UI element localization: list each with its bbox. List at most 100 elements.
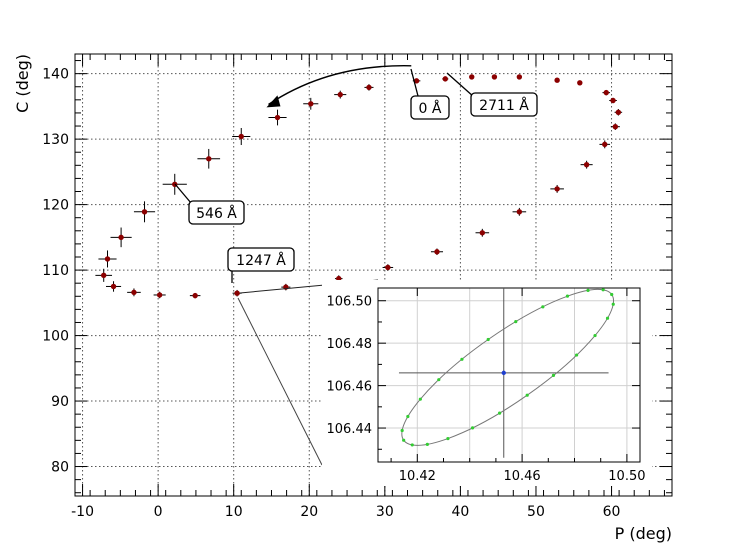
point-marker bbox=[583, 161, 590, 168]
main-axes: -10 0 10 20 30 40 50 60 80 90 100 110 120 130 140 bbox=[42, 54, 672, 520]
annotation-leader bbox=[410, 68, 419, 97]
point-marker bbox=[469, 74, 475, 80]
annotation-3: 1247 Å bbox=[227, 247, 295, 283]
x-tick-label: 50 bbox=[527, 504, 545, 520]
data-point bbox=[550, 184, 564, 193]
y-tick-label: 100 bbox=[42, 329, 69, 345]
data-point bbox=[610, 123, 620, 130]
data-point bbox=[602, 89, 611, 96]
annotation-label: 0 Å bbox=[419, 100, 442, 117]
inset-sample-point bbox=[574, 353, 579, 357]
data-point bbox=[197, 148, 221, 169]
inset-x-tick-label: 10.46 bbox=[503, 469, 540, 484]
data-point bbox=[334, 90, 347, 99]
inset-sample-point bbox=[541, 305, 545, 309]
data-point bbox=[303, 97, 319, 110]
point-marker bbox=[110, 283, 117, 290]
y-axis-title: C (deg) bbox=[13, 54, 32, 113]
data-point bbox=[110, 227, 132, 248]
main-points bbox=[95, 74, 623, 299]
annotation-0: 0 Å bbox=[410, 68, 450, 120]
annotation-label: 2711 Å bbox=[479, 97, 529, 114]
data-point bbox=[554, 77, 560, 83]
inset-sample-point bbox=[437, 378, 441, 382]
point-marker bbox=[442, 76, 448, 82]
inset-sample-point bbox=[406, 414, 410, 419]
x-tick-label: 10 bbox=[225, 504, 243, 520]
point-marker bbox=[615, 109, 622, 115]
inset-sample-point bbox=[470, 426, 475, 430]
data-point bbox=[95, 268, 113, 282]
data-point bbox=[133, 201, 156, 223]
data-point bbox=[364, 84, 374, 91]
annotation-leader bbox=[446, 72, 475, 98]
inset-background bbox=[322, 280, 652, 486]
point-marker bbox=[554, 77, 560, 83]
inset-x-tick-label: 10.50 bbox=[608, 469, 645, 484]
inset-frame bbox=[377, 287, 641, 463]
point-marker bbox=[413, 78, 420, 84]
data-point bbox=[512, 207, 527, 216]
inset-y-tick-label: 106.50 bbox=[327, 295, 373, 310]
point-marker bbox=[104, 256, 111, 262]
point-marker bbox=[603, 89, 609, 96]
inset-y-tick-label: 106.46 bbox=[327, 380, 373, 395]
point-marker bbox=[491, 74, 498, 80]
inset-sample-point bbox=[498, 411, 502, 415]
data-point bbox=[609, 97, 617, 104]
inset-sample-point bbox=[400, 428, 404, 433]
annotation-box bbox=[188, 200, 245, 225]
x-tick-label: 30 bbox=[376, 504, 394, 520]
y-tick-label: 110 bbox=[42, 263, 69, 279]
x-tick-label: 40 bbox=[451, 504, 469, 520]
x-tick-label: 60 bbox=[603, 504, 621, 520]
main-annotations: 0 Å 2711 Å 546 Å 1247 Å bbox=[174, 65, 538, 283]
annotation-box bbox=[227, 247, 295, 272]
annotation-1: 2711 Å bbox=[446, 72, 538, 117]
data-point bbox=[442, 76, 449, 82]
annotation-label: 1247 Å bbox=[236, 252, 286, 269]
x-tick-label: -10 bbox=[71, 504, 94, 520]
data-point bbox=[577, 80, 583, 86]
data-point bbox=[430, 248, 444, 256]
point-marker bbox=[192, 292, 198, 299]
y-tick-label: 120 bbox=[42, 198, 69, 214]
point-marker bbox=[385, 264, 391, 271]
inset-center-point bbox=[501, 370, 506, 376]
point-marker bbox=[434, 249, 440, 255]
inset-sample-point bbox=[610, 292, 614, 297]
inset-sample-point bbox=[605, 316, 610, 320]
point-marker bbox=[479, 230, 486, 236]
point-marker bbox=[336, 275, 342, 282]
data-point bbox=[232, 127, 251, 146]
point-marker bbox=[118, 234, 124, 241]
point-marker bbox=[366, 84, 372, 91]
data-point bbox=[382, 264, 394, 271]
inset-sample-point bbox=[601, 288, 605, 292]
y-tick-label: 140 bbox=[42, 67, 69, 83]
data-point bbox=[469, 74, 475, 80]
inset-plot: 10.42 10.46 10.50 106.44 106.46 106.48 106.50 bbox=[322, 280, 652, 486]
point-marker bbox=[206, 156, 212, 162]
inset-sample-point bbox=[514, 320, 518, 324]
point-marker bbox=[234, 290, 240, 296]
inset-sample-point bbox=[593, 333, 597, 338]
point-marker bbox=[337, 91, 343, 98]
data-point bbox=[127, 288, 141, 297]
data-point bbox=[189, 292, 201, 299]
data-point bbox=[516, 74, 523, 80]
inset-sample-point bbox=[551, 373, 556, 378]
data-point bbox=[599, 140, 611, 149]
point-marker bbox=[238, 133, 244, 140]
plot-frame bbox=[74, 53, 673, 497]
point-marker bbox=[156, 292, 163, 298]
inset-sample-point bbox=[425, 442, 429, 446]
inset-sample-point bbox=[486, 337, 490, 342]
y-tick-label: 130 bbox=[42, 132, 69, 148]
point-marker bbox=[274, 114, 281, 121]
inset-y-tick-label: 106.44 bbox=[327, 422, 373, 437]
point-marker bbox=[101, 272, 107, 279]
data-point bbox=[268, 109, 287, 126]
point-marker bbox=[141, 209, 148, 215]
